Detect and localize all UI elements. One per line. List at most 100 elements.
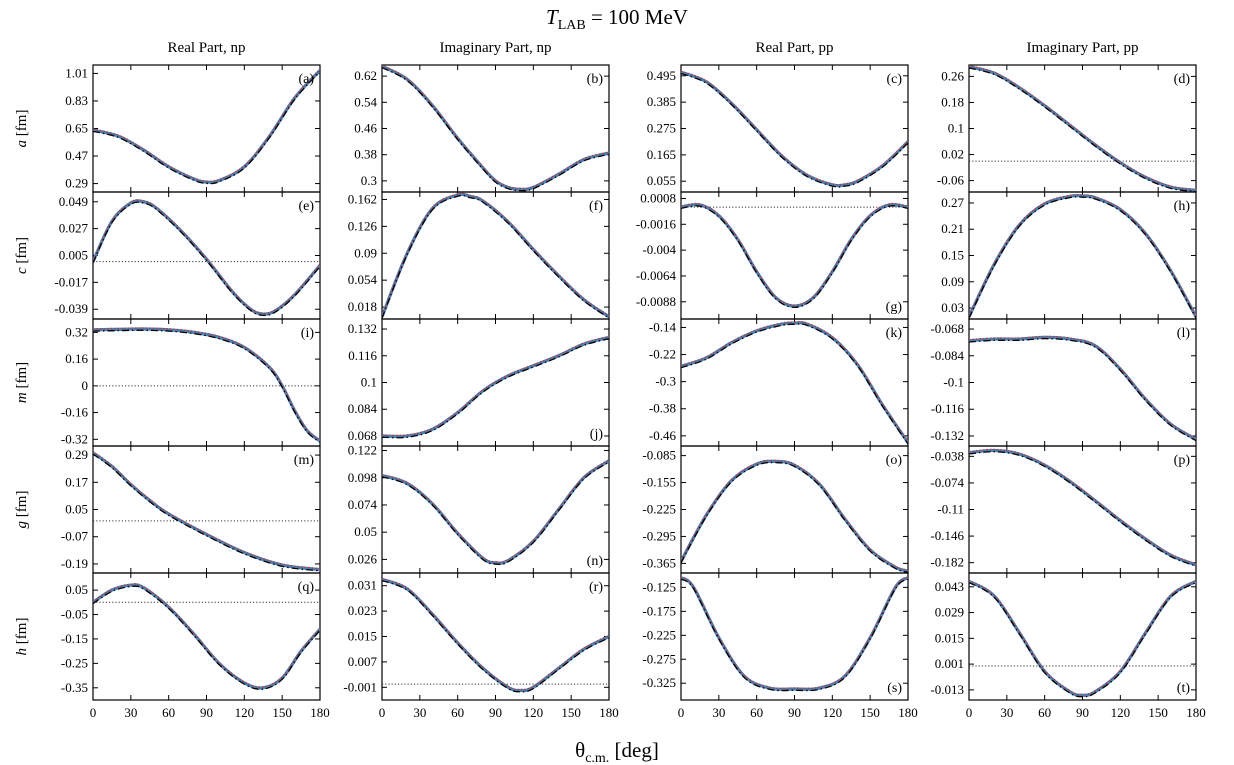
y-tick-label: -0.155 <box>642 475 676 490</box>
y-tick-label: -0.225 <box>642 627 676 642</box>
band-curve <box>93 199 320 316</box>
panel-o: -0.085 -0.155 -0.225 -0.295 -0.365 (o) <box>642 445 909 574</box>
panel-frame <box>381 572 610 701</box>
x-tick-label: 0 <box>678 705 685 720</box>
black-dashdot-curve <box>382 194 609 319</box>
panel-label: (t) <box>1177 681 1191 696</box>
band-curve <box>93 451 320 572</box>
panel-curves <box>382 577 609 693</box>
row-label-unit: [fm] <box>14 491 30 521</box>
y-tick-label: 0.02 <box>941 147 964 162</box>
y-tick-label: -0.182 <box>930 555 964 570</box>
y-tick-label: 0.054 <box>348 272 378 287</box>
y-tick-label: 0.1 <box>361 375 377 390</box>
x-tick-label: 0 <box>90 705 97 720</box>
panel-label: (o) <box>886 453 903 468</box>
black-dashdot-curve <box>382 66 609 192</box>
panel-frame <box>92 445 321 574</box>
red-dotted-curve <box>681 320 908 442</box>
column-title-4: Imaginary Part, pp <box>1026 40 1138 56</box>
red-dotted-curve <box>93 199 320 314</box>
band-curve <box>93 69 320 184</box>
title-rest: = 100 MeV <box>586 5 688 29</box>
x-tick-label: 90 <box>489 705 502 720</box>
panel-curves <box>382 459 609 566</box>
y-tick-label: 0.385 <box>647 94 676 109</box>
black-dashdot-curve <box>681 578 908 692</box>
panel-label: (e) <box>298 199 314 214</box>
y-tick-label: -0.116 <box>931 401 965 416</box>
row-label-h: h [fm] <box>14 618 30 656</box>
band-curve <box>969 448 1196 567</box>
y-tick-label: -0.14 <box>649 319 677 334</box>
panel-frame <box>680 318 909 447</box>
xlabel-rest: [deg] <box>609 738 659 762</box>
row-label-unit: [fm] <box>14 237 30 267</box>
row-label-unit: [fm] <box>14 362 30 392</box>
y-tick-label: -0.0016 <box>636 216 677 231</box>
panel-label: (f) <box>589 199 603 214</box>
panel-curves <box>681 202 908 309</box>
y-tick-label: 0.068 <box>348 428 377 443</box>
black-dashdot-curve <box>969 337 1196 442</box>
panel-frame <box>381 445 610 574</box>
y-tick-label: 0.18 <box>941 94 964 109</box>
x-axis-label: θc.m. [deg] <box>575 738 659 765</box>
x-tick-label: 90 <box>788 705 801 720</box>
y-tick-label: 0.162 <box>348 191 377 206</box>
x-tick-label: 60 <box>750 705 763 720</box>
x-tick-label: 180 <box>599 705 619 720</box>
y-tick-label: 0.26 <box>941 68 964 83</box>
red-dotted-curve <box>969 65 1196 191</box>
y-tick-label: 0.074 <box>348 497 378 512</box>
band-curve <box>382 459 609 565</box>
panel-curves <box>93 451 320 572</box>
y-tick-label: -0.19 <box>61 556 88 571</box>
y-tick-label: -0.013 <box>930 682 964 697</box>
panel-f: 0.162 0.126 0.09 0.054 0.018 (f) <box>348 191 610 320</box>
panel-frame <box>381 64 610 193</box>
black-dashdot-curve <box>93 201 320 317</box>
x-tick-label: 60 <box>1038 705 1051 720</box>
x-tick-label: 150 <box>860 705 880 720</box>
y-tick-label: -0.275 <box>642 651 676 666</box>
black-dashdot-curve <box>681 461 908 573</box>
red-dotted-curve <box>681 576 908 689</box>
black-dashdot-curve <box>93 71 320 185</box>
y-tick-label: 0.32 <box>65 324 88 339</box>
y-tick-label: -0.085 <box>642 448 676 463</box>
y-tick-label: 0.018 <box>348 299 377 314</box>
panel-curves <box>681 459 908 573</box>
y-tick-label: -0.068 <box>930 321 964 336</box>
y-tick-label: 0.05 <box>65 582 88 597</box>
row-label-symbol: c <box>14 267 30 274</box>
red-dotted-curve <box>969 193 1196 317</box>
black-dashdot-curve <box>382 461 609 566</box>
panel-frame <box>968 64 1197 193</box>
panel-q: 0.05 -0.05 -0.15 -0.25 -0.350 30 60 90 120 150 180… <box>61 572 330 720</box>
panel-n: 0.122 0.098 0.074 0.05 0.026 (n) <box>348 443 610 574</box>
red-dotted-curve <box>969 579 1196 696</box>
red-dotted-curve <box>382 577 609 691</box>
y-tick-label: 0.38 <box>354 147 377 162</box>
y-tick-label: 0.084 <box>348 401 378 416</box>
row-label-symbol: a <box>14 140 30 148</box>
row-label-c: c [fm] <box>14 237 30 274</box>
band-curve <box>382 65 609 192</box>
y-tick-label: 0.29 <box>65 176 88 191</box>
band-curve <box>382 335 609 439</box>
panel-frame <box>92 318 321 447</box>
x-tick-label: 120 <box>235 705 255 720</box>
panel-label: (r) <box>589 580 603 595</box>
panel-g: 0.0008 -0.0016 -0.004 -0.0064 -0.0088 (g) <box>636 190 909 320</box>
x-tick-label: 120 <box>823 705 843 720</box>
y-tick-label: -0.038 <box>930 448 964 463</box>
y-tick-label: -0.132 <box>930 428 964 443</box>
y-tick-label: 0.001 <box>935 656 964 671</box>
x-tick-label: 180 <box>1186 705 1206 720</box>
y-tick-label: 0.015 <box>935 630 964 645</box>
